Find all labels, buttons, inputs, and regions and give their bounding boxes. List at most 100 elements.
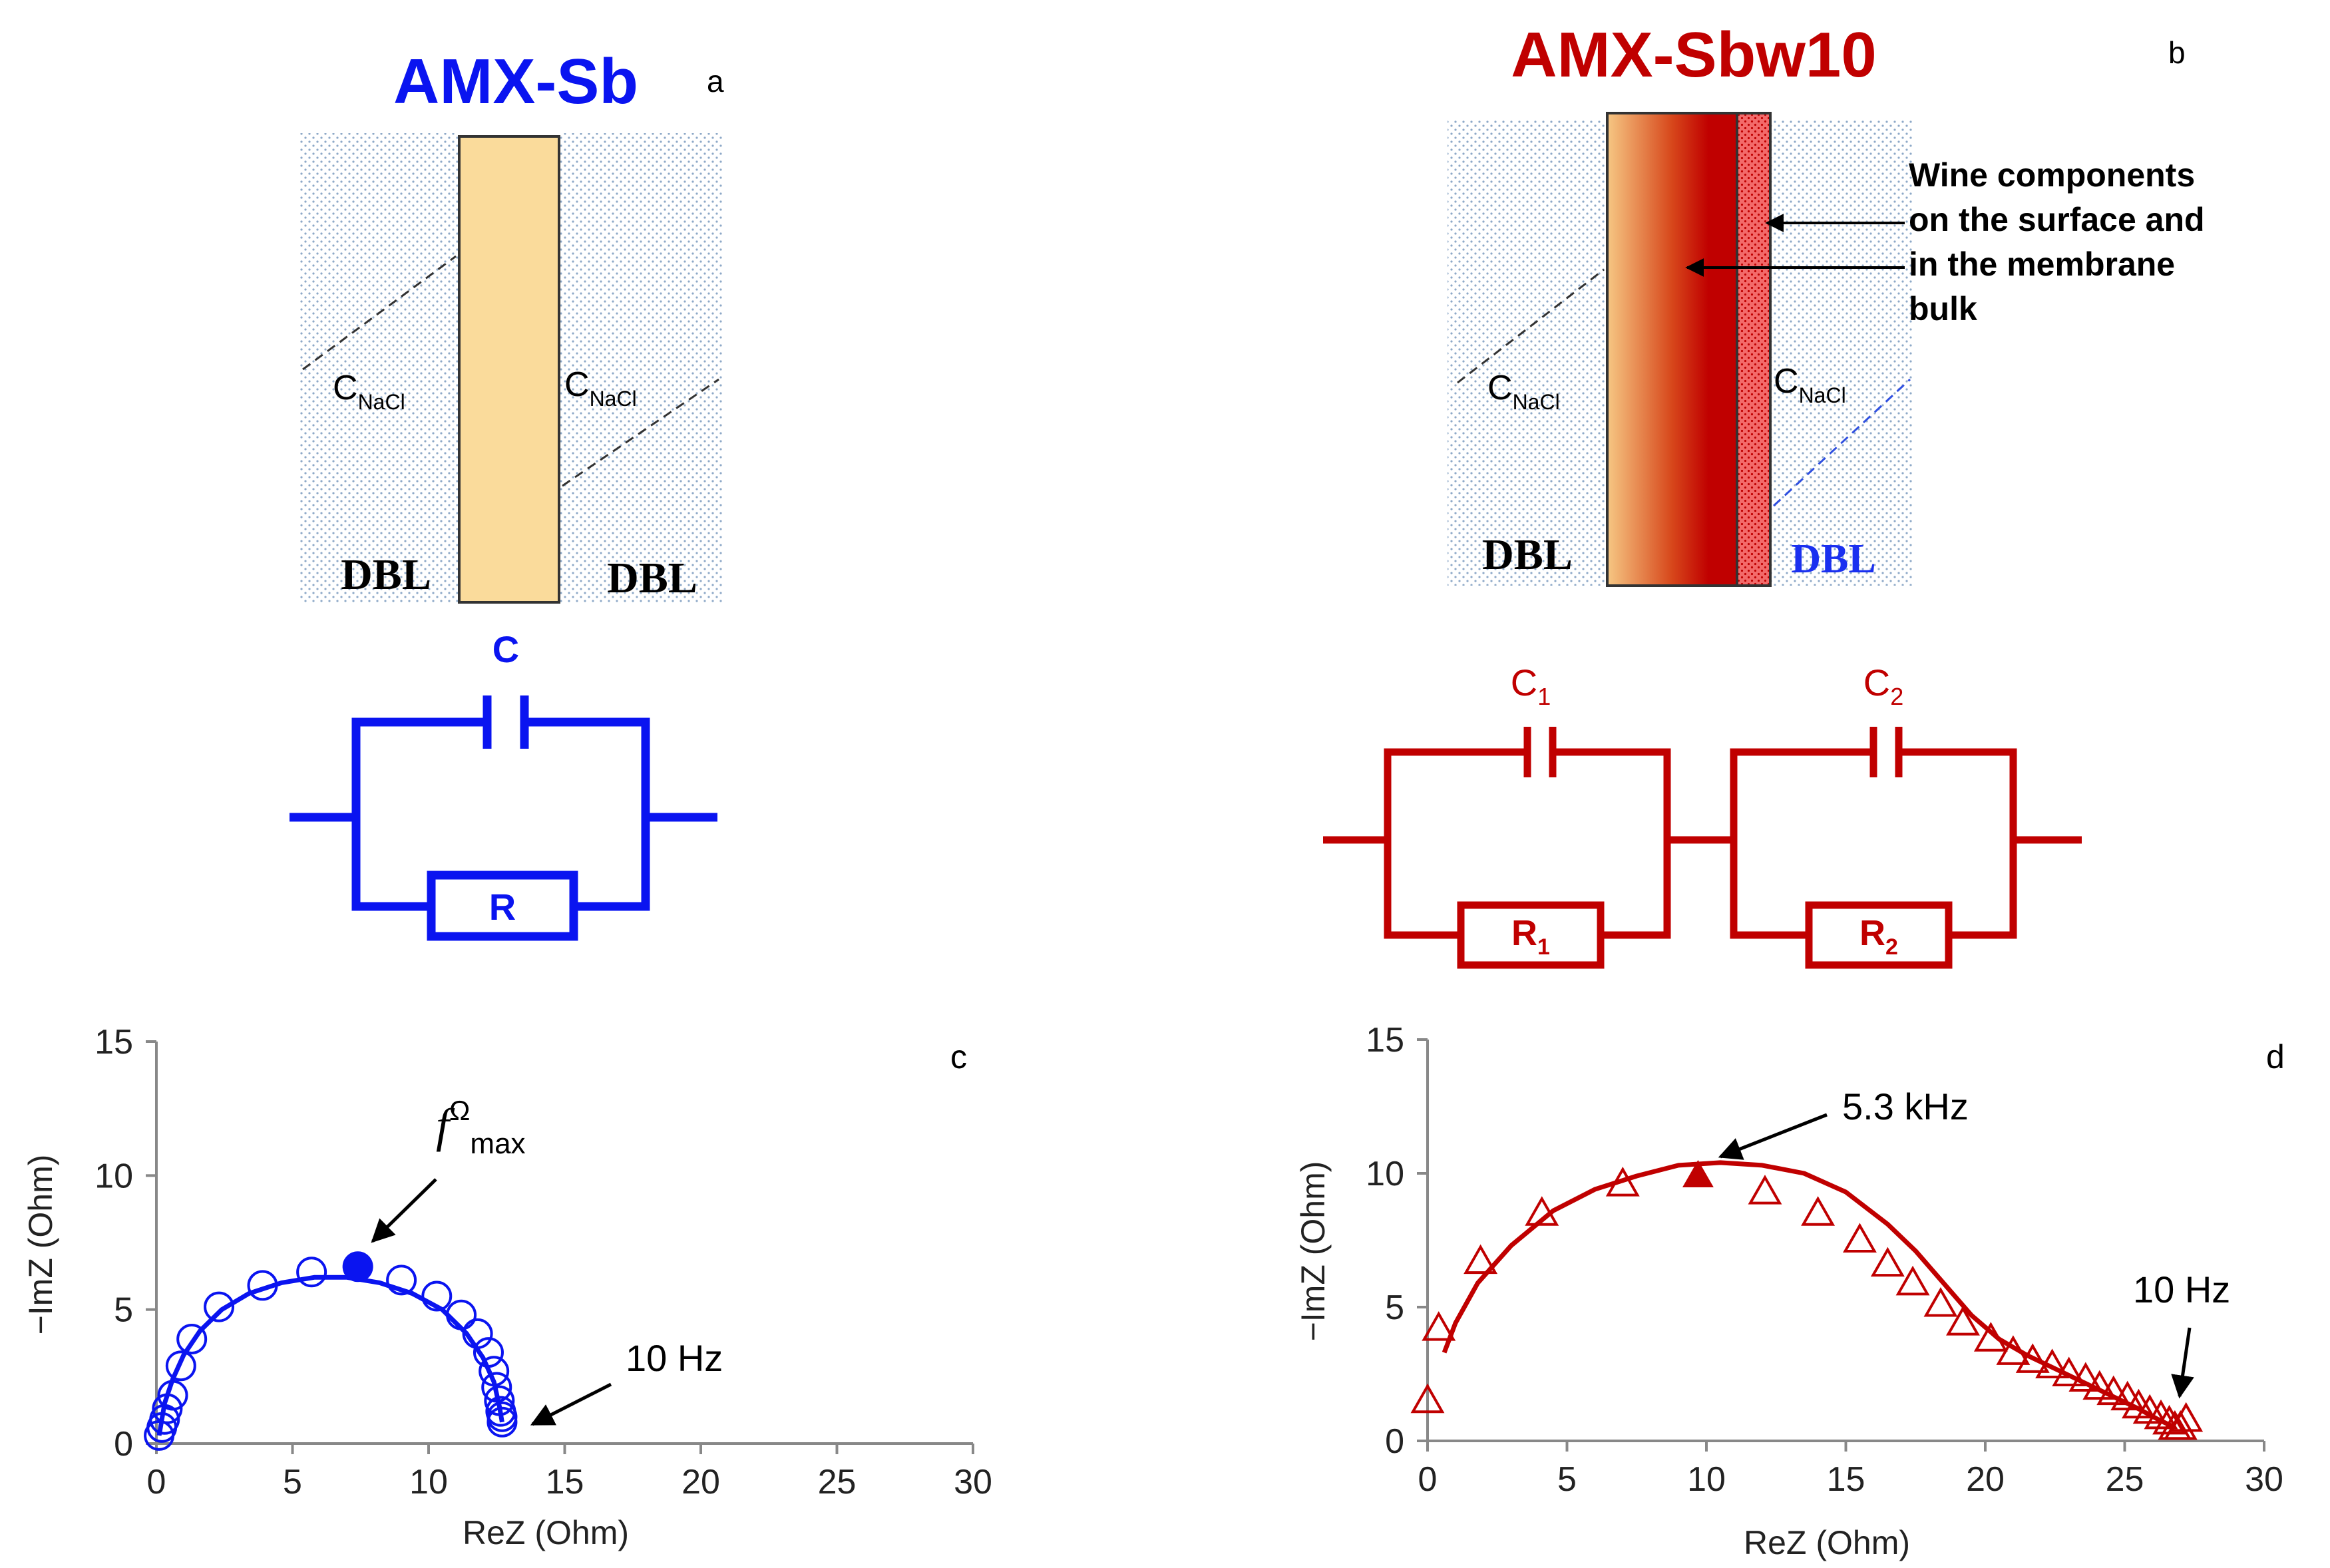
fmax-annotation: fΩmax bbox=[436, 1095, 526, 1160]
resistor-r2 bbox=[1805, 901, 1953, 969]
data-point bbox=[484, 1385, 515, 1416]
dbl-right-region bbox=[559, 133, 722, 602]
data-point bbox=[152, 1393, 183, 1424]
data-point bbox=[1973, 1322, 2008, 1352]
data-point bbox=[296, 1257, 327, 1288]
dbl-left-region-b bbox=[1448, 120, 1614, 586]
capacitor-c2-label: C2 bbox=[1863, 662, 1903, 710]
y-tick-label: 15 bbox=[1366, 1021, 1404, 1060]
data-point bbox=[1463, 1244, 1498, 1274]
x-tick-label: 15 bbox=[546, 1463, 584, 1501]
data-point bbox=[1923, 1286, 1958, 1317]
c-nacl-right-b: CNaCl bbox=[1774, 362, 1846, 407]
concentration-profile-right-b bbox=[1772, 378, 1911, 507]
annotation-line-3: in the membrane bbox=[1909, 246, 2175, 283]
panel-b-letter: b bbox=[2168, 35, 2186, 70]
membrane-b bbox=[1606, 112, 1738, 587]
chart-c-xlabel: ReZ (Ohm) bbox=[463, 1514, 629, 1551]
annotation-line-1: Wine components bbox=[1909, 156, 2195, 194]
annotation-line-4: bulk bbox=[1909, 290, 1977, 327]
data-point bbox=[204, 1291, 235, 1322]
y-tick-label: 0 bbox=[1385, 1422, 1404, 1461]
data-point bbox=[481, 1372, 512, 1403]
panel-b: AMX-Sbw10 b CNaCl CNaCl DBL DBL Wine com… bbox=[1323, 19, 2205, 969]
data-point bbox=[462, 1318, 493, 1349]
x-tick-label: 20 bbox=[1966, 1460, 2005, 1499]
x-tick-label: 30 bbox=[2245, 1460, 2283, 1499]
c-nacl-right: CNaCl bbox=[564, 365, 637, 411]
concentration-profile-right bbox=[562, 378, 719, 487]
data-point bbox=[176, 1323, 208, 1354]
data-point bbox=[1422, 1311, 1456, 1341]
data-point bbox=[2015, 1343, 2050, 1373]
dbl-left-label-b: DBL bbox=[1482, 530, 1573, 579]
dbl-left-region bbox=[299, 133, 459, 602]
y-tick-label: 5 bbox=[1385, 1288, 1404, 1327]
panel-a-letter: a bbox=[707, 64, 724, 98]
circuit-a bbox=[290, 695, 717, 941]
x-tick-label: 25 bbox=[818, 1463, 857, 1501]
c-nacl-left: CNaCl bbox=[333, 369, 405, 414]
fit-curve bbox=[1442, 1160, 2176, 1430]
fmax-arrow bbox=[371, 1178, 437, 1243]
panel-a: AMX-Sb a CNaCl CNaCl DBL DBL C R bbox=[290, 46, 724, 941]
data-point bbox=[2169, 1402, 2204, 1432]
resistor-r1 bbox=[1457, 901, 1605, 969]
wine-annotation: Wine components on the surface and in th… bbox=[1685, 156, 2205, 327]
x-tick-label: 20 bbox=[681, 1463, 720, 1501]
data-point bbox=[386, 1265, 417, 1296]
chart-d-10hz-arrow bbox=[2171, 1327, 2194, 1399]
resistor-r2-label: R2 bbox=[1859, 913, 1898, 960]
dbl-right-region-b bbox=[1767, 120, 1912, 586]
chart-d-10hz-annotation: 10 Hz bbox=[2133, 1269, 2230, 1310]
x-tick-label: 5 bbox=[1557, 1460, 1577, 1499]
x-tick-label: 10 bbox=[1687, 1460, 1726, 1499]
x-tick-label: 0 bbox=[147, 1463, 166, 1501]
chart-d-5khz-arrow bbox=[1718, 1113, 1828, 1160]
y-tick-label: 10 bbox=[95, 1157, 133, 1195]
dbl-left-label: DBL bbox=[341, 550, 431, 599]
data-point bbox=[486, 1406, 518, 1438]
panel-a-title: AMX-Sb bbox=[393, 46, 638, 117]
concentration-profile-left bbox=[302, 255, 457, 371]
chart-c-10hz-arrow bbox=[530, 1382, 612, 1426]
data-point bbox=[2068, 1362, 2103, 1392]
dbl-right-label-b: DBL bbox=[1791, 536, 1875, 582]
chart-c-10hz-annotation: 10 Hz bbox=[626, 1337, 723, 1379]
chart-d-xlabel: ReZ (Ohm) bbox=[1744, 1524, 1910, 1561]
data-point bbox=[2035, 1348, 2070, 1378]
panel-b-title: AMX-Sbw10 bbox=[1511, 19, 1876, 91]
resistor-r bbox=[427, 871, 578, 941]
chart-d-letter: d bbox=[2266, 1038, 2285, 1076]
resistor-r1-label: R1 bbox=[1511, 913, 1550, 960]
data-point bbox=[1996, 1335, 2031, 1365]
chart-d: d ReZ (Ohm) −ImZ (Ohm) 0 5 10 15 20 25 30 0 5 10 1… bbox=[1294, 1021, 2285, 1561]
x-tick-label: 15 bbox=[1827, 1460, 1865, 1499]
capacitor-c-label: C bbox=[492, 628, 519, 670]
data-point bbox=[1748, 1175, 1782, 1205]
membrane-a bbox=[458, 135, 560, 604]
chart-d-ylabel: −ImZ (Ohm) bbox=[1294, 1161, 1332, 1342]
data-point bbox=[165, 1350, 196, 1382]
x-tick-label: 30 bbox=[954, 1463, 992, 1501]
annotation-line-2: on the surface and bbox=[1909, 201, 2205, 238]
chart-d-5khz-annotation: 5.3 kHz bbox=[1842, 1085, 1969, 1127]
x-tick-label: 5 bbox=[283, 1463, 302, 1501]
data-point bbox=[157, 1380, 188, 1411]
resistor-r-label: R bbox=[489, 886, 516, 928]
chart-c: c ReZ (Ohm) −ImZ (Ohm) 0 5 10 15 20 25 30 0 5 10 1… bbox=[22, 1023, 992, 1551]
data-point bbox=[1946, 1306, 1980, 1336]
data-point bbox=[247, 1270, 278, 1301]
data-point bbox=[1525, 1196, 1559, 1226]
data-point bbox=[1801, 1196, 1836, 1226]
data-point bbox=[479, 1356, 510, 1387]
data-point bbox=[1843, 1223, 1877, 1253]
data-point bbox=[1870, 1247, 1905, 1277]
surface-layer bbox=[1736, 112, 1772, 587]
x-tick-label: 25 bbox=[2106, 1460, 2144, 1499]
x-tick-label: 0 bbox=[1418, 1460, 1438, 1499]
data-point bbox=[2082, 1370, 2117, 1400]
y-tick-label: 15 bbox=[95, 1023, 133, 1062]
y-tick-label: 0 bbox=[114, 1425, 133, 1464]
concentration-profile-left-b bbox=[1457, 268, 1605, 384]
